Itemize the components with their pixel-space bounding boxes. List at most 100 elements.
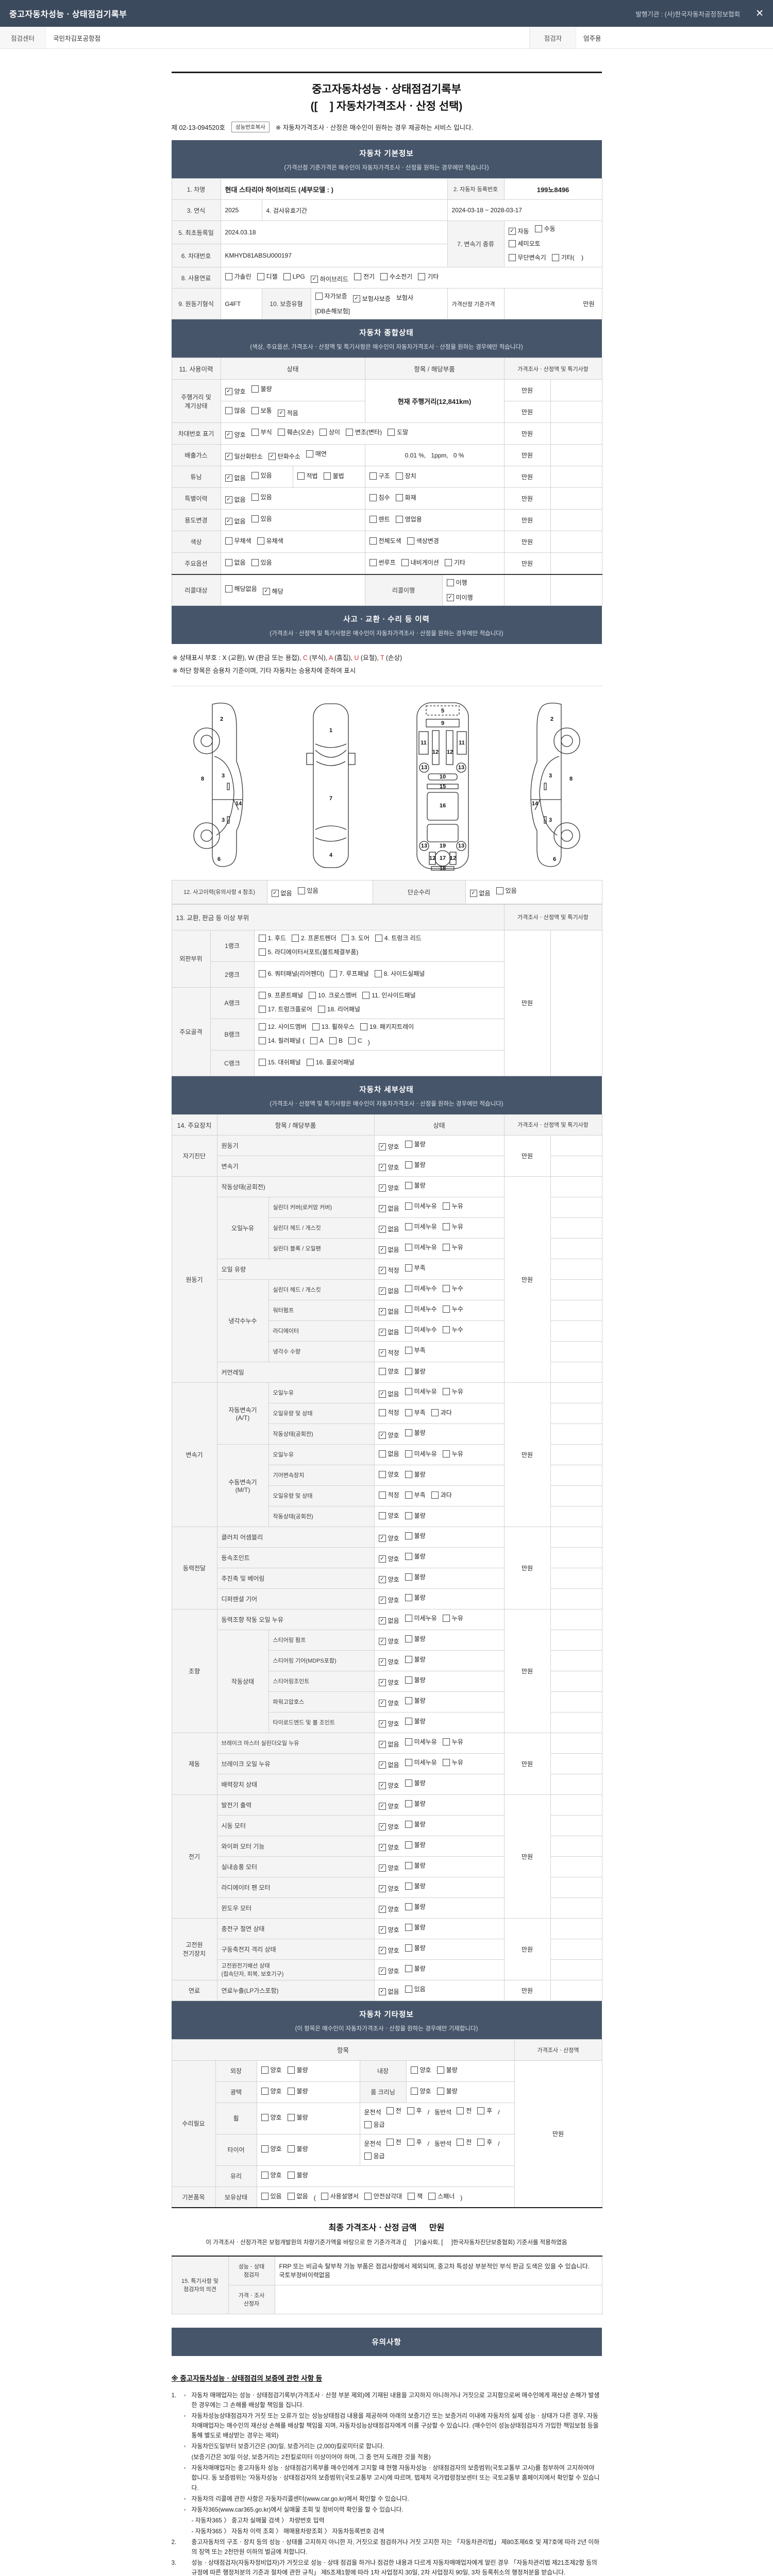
checkbox[interactable]	[405, 1985, 412, 1993]
checkbox[interactable]	[405, 1697, 412, 1704]
checkbox[interactable]: ✓	[378, 1802, 386, 1810]
checkbox[interactable]	[405, 1243, 412, 1251]
checkbox[interactable]: ✓	[378, 1266, 386, 1274]
checkbox[interactable]: ✓	[378, 1534, 386, 1542]
checkbox[interactable]	[442, 1738, 450, 1745]
checkbox[interactable]	[287, 2088, 295, 2095]
checkbox[interactable]: ✓	[378, 1720, 386, 1727]
close-icon[interactable]: ✕	[755, 8, 764, 19]
checkbox[interactable]	[405, 1450, 412, 1458]
checkbox[interactable]	[405, 1635, 412, 1642]
checkbox[interactable]: ✓	[378, 1617, 386, 1624]
checkbox[interactable]	[261, 2192, 268, 2200]
checkbox[interactable]: ✓	[225, 388, 232, 396]
checkbox[interactable]	[364, 2121, 372, 2128]
checkbox[interactable]	[317, 1005, 325, 1013]
checkbox[interactable]	[508, 240, 516, 248]
checkbox[interactable]	[405, 1820, 412, 1828]
checkbox[interactable]	[405, 1676, 412, 1684]
checkbox[interactable]	[431, 1491, 439, 1499]
checkbox[interactable]	[330, 970, 338, 977]
checkbox[interactable]: ✓	[378, 1596, 386, 1604]
checkbox[interactable]: ✓	[378, 1823, 386, 1831]
checkbox[interactable]	[287, 2192, 295, 2200]
checkbox[interactable]	[405, 1346, 412, 1354]
checkbox[interactable]	[261, 2172, 268, 2179]
checkbox[interactable]	[405, 1161, 412, 1168]
checkbox[interactable]	[405, 1903, 412, 1910]
checkbox[interactable]	[405, 1512, 412, 1519]
checkbox[interactable]	[362, 991, 370, 999]
checkbox[interactable]: ✓	[378, 1946, 386, 1954]
checkbox[interactable]: ✓	[378, 1658, 386, 1666]
checkbox[interactable]	[457, 2138, 464, 2146]
checkbox[interactable]: ✓	[378, 1225, 386, 1233]
checkbox[interactable]: ✓	[310, 275, 318, 283]
checkbox[interactable]	[375, 934, 382, 942]
checkbox[interactable]	[348, 1037, 356, 1044]
checkbox[interactable]	[354, 273, 361, 280]
checkbox[interactable]	[410, 2088, 418, 2095]
checkbox[interactable]	[405, 1573, 412, 1581]
checkbox[interactable]	[342, 934, 349, 942]
checkbox[interactable]	[405, 1944, 412, 1952]
checkbox[interactable]	[405, 1305, 412, 1313]
checkbox[interactable]	[405, 1552, 412, 1560]
checkbox[interactable]	[306, 1058, 314, 1066]
checkbox[interactable]: ✓	[378, 1699, 386, 1707]
checkbox[interactable]	[442, 1758, 450, 1766]
checkbox[interactable]	[405, 1758, 412, 1766]
checkbox[interactable]	[431, 1409, 439, 1416]
checkbox[interactable]	[345, 429, 353, 436]
checkbox[interactable]: ✓	[378, 1740, 386, 1748]
checkbox[interactable]	[442, 1202, 450, 1210]
checkbox[interactable]	[446, 579, 454, 586]
checkbox[interactable]	[261, 2145, 268, 2153]
checkbox[interactable]: ✓	[446, 594, 454, 601]
checkbox[interactable]	[405, 1923, 412, 1931]
checkbox[interactable]	[369, 516, 377, 523]
checkbox[interactable]: ✓	[378, 1905, 386, 1913]
checkbox[interactable]	[287, 2172, 295, 2179]
checkbox[interactable]: ✓	[378, 1967, 386, 1975]
checkbox[interactable]: ✓	[378, 1843, 386, 1851]
checkbox[interactable]	[258, 1058, 266, 1066]
checkbox[interactable]	[283, 273, 291, 280]
checkbox[interactable]	[261, 2088, 268, 2095]
checkbox[interactable]	[258, 970, 266, 977]
checkbox[interactable]	[258, 1037, 266, 1044]
checkbox[interactable]	[405, 1409, 412, 1416]
checkbox[interactable]	[225, 537, 232, 545]
checkbox[interactable]	[442, 1305, 450, 1313]
checkbox[interactable]: ✓	[378, 1926, 386, 1934]
checkbox[interactable]	[401, 558, 409, 566]
checkbox[interactable]	[410, 2066, 418, 2074]
checkbox[interactable]	[407, 2107, 414, 2114]
checkbox[interactable]	[291, 934, 299, 942]
checkbox[interactable]	[369, 472, 377, 480]
checkbox[interactable]	[309, 991, 316, 999]
checkbox[interactable]	[442, 1243, 450, 1251]
checkbox[interactable]	[321, 2192, 328, 2200]
checkbox[interactable]	[436, 2088, 444, 2095]
checkbox[interactable]	[251, 515, 259, 523]
checkbox[interactable]: ✓	[277, 410, 285, 417]
checkbox[interactable]	[405, 1882, 412, 1890]
checkbox[interactable]	[395, 472, 403, 480]
checkbox[interactable]	[442, 1284, 450, 1292]
checkbox[interactable]	[251, 385, 259, 393]
checkbox[interactable]	[477, 2107, 485, 2114]
checkbox[interactable]	[306, 450, 313, 458]
checkbox[interactable]	[405, 1326, 412, 1333]
checkbox[interactable]	[386, 2107, 394, 2114]
checkbox[interactable]	[551, 254, 559, 262]
checkbox[interactable]	[378, 1491, 386, 1499]
checkbox[interactable]	[380, 273, 388, 280]
checkbox[interactable]	[287, 2066, 295, 2074]
checkbox[interactable]: ✓	[378, 1163, 386, 1171]
checkbox[interactable]	[405, 1470, 412, 1478]
checkbox[interactable]	[374, 970, 382, 977]
checkbox[interactable]	[444, 558, 452, 566]
checkbox[interactable]	[442, 1614, 450, 1622]
checkbox[interactable]: ✓	[225, 496, 232, 504]
